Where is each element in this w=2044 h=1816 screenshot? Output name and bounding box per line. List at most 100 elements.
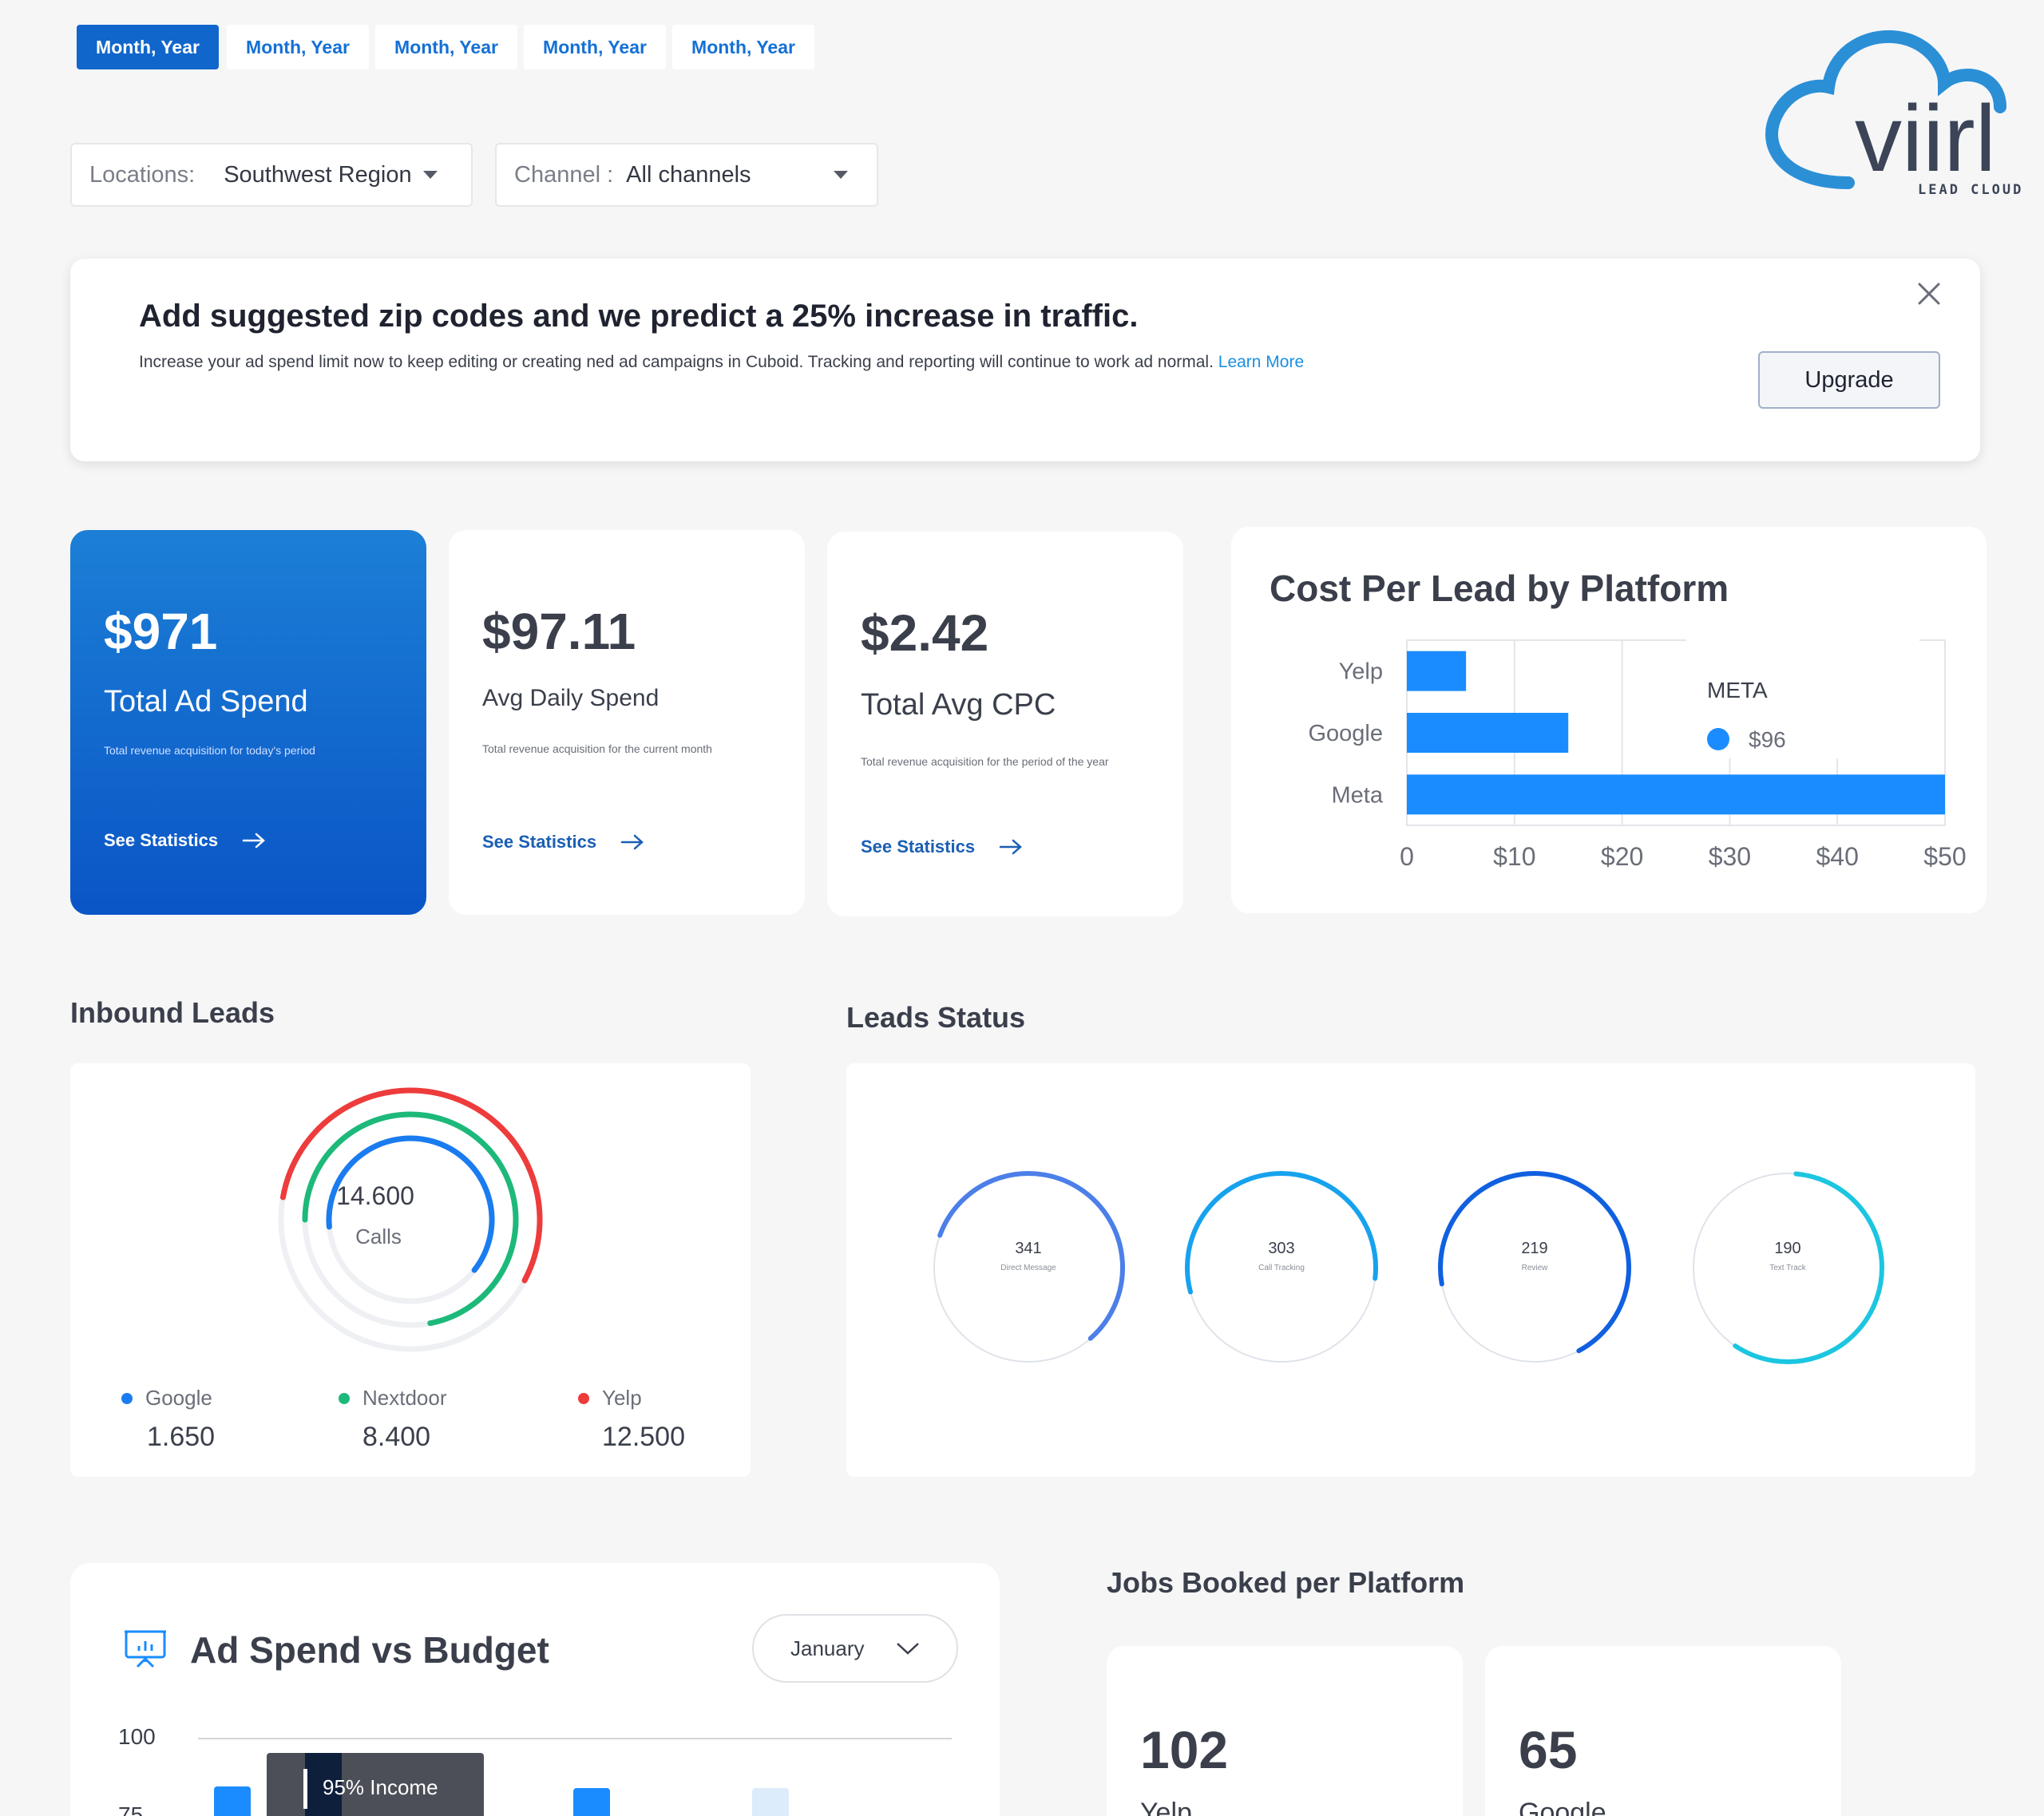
month-dropdown-value: January	[790, 1636, 865, 1660]
tooltip-label: 95% Income	[323, 1775, 438, 1799]
tooltip-value: $96	[1749, 727, 1786, 752]
stat-desc: Total revenue acquisition for today's pe…	[104, 744, 315, 757]
inbound-leads-title: Inbound Leads	[70, 996, 275, 1029]
y-tick-100: 100	[118, 1724, 156, 1749]
bar	[573, 1788, 610, 1816]
legend-item-google: Google 1.650	[121, 1386, 215, 1453]
y-tick-75: 75	[118, 1802, 144, 1816]
gauge-arc	[937, 1171, 1125, 1341]
gauge-label: Text Track	[1769, 1264, 1807, 1272]
cost-per-lead-card: Cost Per Lead by Platform 0 $10 $20 $30 $40 $…	[1231, 527, 1987, 913]
yelp-dot-icon	[578, 1392, 589, 1404]
stat-value: $97.11	[482, 603, 636, 660]
inbound-leads-chart	[278, 1087, 543, 1352]
see-statistics-link[interactable]: See Statistics	[482, 832, 644, 853]
arrow-right-icon	[620, 834, 644, 850]
leads-status-title: Leads Status	[846, 1001, 1026, 1034]
gauge-arc	[1733, 1171, 1884, 1364]
x-tick-label: $30	[1709, 842, 1751, 871]
leads-status-chart: 341 Direct Message 303 Call Tracking 219 Revi…	[933, 1171, 1884, 1364]
stat-card-total-ad-spend: $971 Total Ad Spend Total revenue acquis…	[70, 530, 426, 915]
gauge-value: 190	[1774, 1240, 1800, 1257]
bar	[214, 1786, 251, 1816]
locations-label: Locations:	[89, 161, 196, 188]
stat-value: $971	[104, 603, 218, 660]
legend-item-yelp: Yelp 12.500	[578, 1386, 685, 1453]
x-tick-label: $50	[1923, 842, 1966, 871]
bar	[752, 1788, 789, 1816]
chevron-down-icon	[896, 1643, 919, 1655]
leads-status-panel: 341 Direct Message 303 Call Tracking 219 Revi…	[846, 1063, 1975, 1477]
viirl-logo: viirl LEAD CLOUD	[1753, 19, 2024, 203]
y-category-label: Meta	[1332, 782, 1384, 808]
tab-month-2[interactable]: Month, Year	[227, 25, 369, 69]
ring-arc-yelp	[279, 1087, 543, 1284]
tooltip-pointer	[1793, 758, 1816, 770]
tab-month-4[interactable]: Month, Year	[524, 25, 666, 69]
presentation-chart-icon	[123, 1627, 168, 1672]
legend-label: Nextdoor	[362, 1386, 447, 1410]
arrow-right-icon	[242, 833, 265, 849]
stat-desc: Total revenue acquisition for the curren…	[482, 742, 712, 755]
google-dot-icon	[121, 1392, 133, 1404]
x-tick-label: $10	[1493, 842, 1535, 871]
x-tick-label: $40	[1816, 842, 1859, 871]
see-statistics-link[interactable]: See Statistics	[104, 830, 266, 851]
center-value: 14.600	[336, 1181, 414, 1210]
close-icon[interactable]	[1915, 279, 1943, 308]
x-tick-label: $20	[1601, 842, 1643, 871]
jobs-card-google: 65 Google	[1485, 1646, 1841, 1816]
y-category-label: Google	[1308, 721, 1383, 746]
jobs-label: Google	[1519, 1798, 1606, 1816]
see-statistics-link[interactable]: See Statistics	[861, 837, 1023, 857]
tab-month-5[interactable]: Month, Year	[672, 25, 814, 69]
stat-label: Total Ad Spend	[104, 685, 308, 718]
locations-value: Southwest Region	[224, 161, 412, 188]
chevron-down-icon	[422, 171, 438, 179]
tab-month-3[interactable]: Month, Year	[375, 25, 517, 69]
bar-meta	[1407, 774, 1945, 815]
jobs-value: 102	[1140, 1720, 1229, 1779]
tooltip-marker	[305, 1753, 342, 1816]
gauge-arc	[1185, 1171, 1378, 1295]
channel-filter[interactable]: Channel : All channels	[495, 143, 878, 207]
gauge-value: 303	[1268, 1240, 1294, 1257]
learn-more-link[interactable]: Learn More	[1218, 353, 1305, 371]
legend-value: 1.650	[147, 1422, 216, 1452]
stat-card-avg-daily-spend: $97.11 Avg Daily Spend Total revenue acq…	[449, 530, 805, 915]
gauge-label: Direct Message	[1000, 1264, 1056, 1272]
svg-text:viirl: viirl	[1855, 86, 1996, 192]
channel-label: Channel :	[514, 161, 614, 188]
jobs-value: 65	[1519, 1720, 1578, 1779]
banner-title: Add suggested zip codes and we predict a…	[139, 299, 1139, 334]
month-dropdown[interactable]: January	[752, 1614, 958, 1683]
chart-title: Cost Per Lead by Platform	[1270, 568, 1729, 609]
arrow-right-icon	[999, 839, 1022, 855]
gauge-arc	[1438, 1171, 1631, 1354]
upgrade-button[interactable]: Upgrade	[1758, 351, 1940, 409]
upgrade-banner: Add suggested zip codes and we predict a…	[70, 259, 1980, 461]
tooltip-dot	[1707, 728, 1729, 750]
y-category-label: Yelp	[1339, 659, 1383, 685]
see-statistics-label: See Statistics	[104, 830, 219, 850]
channel-value: All channels	[626, 161, 751, 188]
see-statistics-label: See Statistics	[861, 837, 976, 857]
tooltip-marker-line	[303, 1769, 307, 1809]
tab-month-1[interactable]: Month, Year	[77, 25, 219, 69]
see-statistics-label: See Statistics	[482, 832, 597, 852]
ad-spend-title: Ad Spend vs Budget	[190, 1629, 549, 1671]
legend-label: Google	[145, 1386, 212, 1410]
banner-body: Increase your ad spend limit now to keep…	[139, 353, 1305, 371]
bar-yelp	[1407, 651, 1467, 691]
chevron-down-icon	[834, 171, 848, 179]
jobs-card-yelp: 102 Yelp	[1107, 1646, 1463, 1816]
locations-filter[interactable]: Locations: Southwest Region	[70, 143, 473, 207]
stat-label: Total Avg CPC	[861, 688, 1056, 722]
stat-card-total-avg-cpc: $2.42 Total Avg CPC Total revenue acquis…	[827, 532, 1183, 916]
jobs-booked-title: Jobs Booked per Platform	[1107, 1566, 1465, 1599]
legend-label: Yelp	[602, 1386, 642, 1410]
stat-value: $2.42	[861, 604, 989, 662]
legend-item-nextdoor: Nextdoor 8.400	[339, 1386, 447, 1453]
jobs-label: Yelp	[1140, 1798, 1192, 1816]
cost-per-lead-chart: 0 $10 $20 $30 $40 $50 Yelp Google Meta META $96	[1308, 631, 1967, 871]
